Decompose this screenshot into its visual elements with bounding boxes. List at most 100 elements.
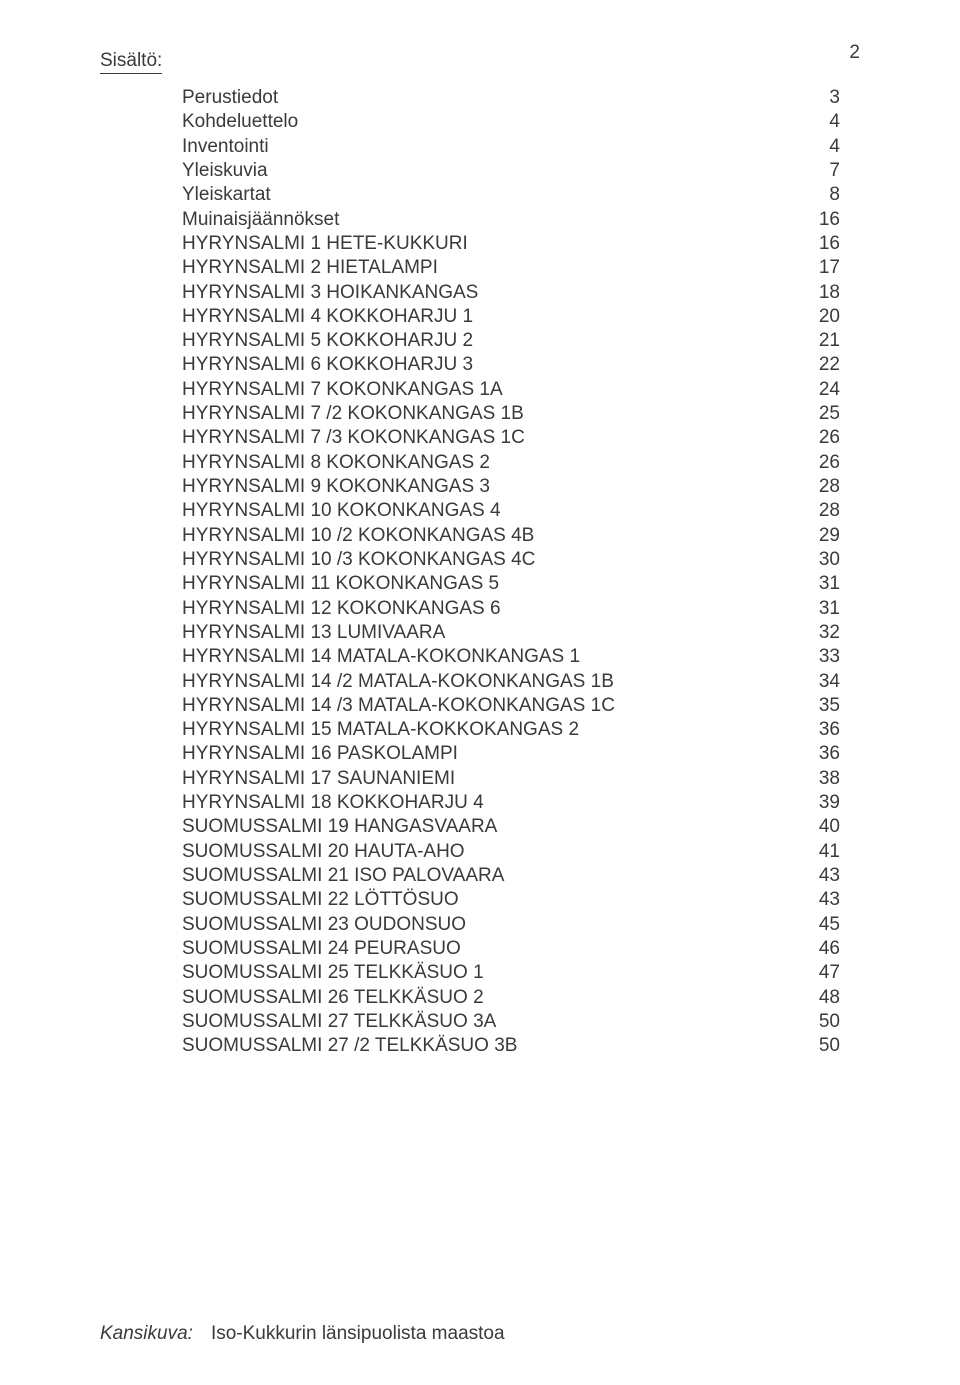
toc-row: HYRYNSALMI 10 /3 KOKONKANGAS 4C30 [182,548,840,572]
toc-entry-label: SUOMUSSALMI 27 /2 TELKKÄSUO 3B [182,1034,517,1058]
toc-row: SUOMUSSALMI 22 LÖTTÖSUO43 [182,888,840,912]
toc-row: HYRYNSALMI 7 /3 KOKONKANGAS 1C26 [182,426,840,450]
toc-entry-page: 35 [819,694,840,718]
toc-entry-label: SUOMUSSALMI 24 PEURASUO [182,937,461,961]
toc-entry-label: HYRYNSALMI 7 KOKONKANGAS 1A [182,378,503,402]
toc-entry-page: 48 [819,986,840,1010]
toc-entry-page: 16 [819,208,840,232]
toc-entry-label: HYRYNSALMI 17 SAUNANIEMI [182,767,455,791]
toc-row: HYRYNSALMI 14 /2 MATALA-KOKONKANGAS 1B 34 [182,670,840,694]
toc-entry-label: HYRYNSALMI 4 KOKKOHARJU 1 [182,305,473,329]
toc-row: HYRYNSALMI 5 KOKKOHARJU 2 21 [182,329,840,353]
toc-entry-page: 50 [819,1034,840,1058]
toc-entry-page: 31 [819,597,840,621]
toc-entry-label: HYRYNSALMI 10 /2 KOKONKANGAS 4B [182,524,534,548]
toc-entry-label: HYRYNSALMI 9 KOKONKANGAS 3 [182,475,490,499]
toc-row: HYRYNSALMI 13 LUMIVAARA 32 [182,621,840,645]
toc-row: Yleiskuvia 7 [182,159,840,183]
toc-entry-label: Perustiedot [182,86,278,110]
toc-entry-label: Yleiskuvia [182,159,268,183]
toc-row: HYRYNSALMI 7 /2 KOKONKANGAS 1B25 [182,402,840,426]
toc-entry-label: HYRYNSALMI 14 /2 MATALA-KOKONKANGAS 1B [182,670,614,694]
toc-entry-label: HYRYNSALMI 6 KOKKOHARJU 3 [182,353,473,377]
toc-entry-page: 24 [819,378,840,402]
toc-entry-page: 22 [819,353,840,377]
toc-row: HYRYNSALMI 6 KOKKOHARJU 3 22 [182,353,840,377]
toc-entry-page: 28 [819,475,840,499]
toc-entry-page: 45 [819,913,840,937]
toc-entry-label: HYRYNSALMI 7 /2 KOKONKANGAS 1B [182,402,524,426]
toc-entry-label: HYRYNSALMI 11 KOKONKANGAS 5 [182,572,499,596]
toc-row: SUOMUSSALMI 24 PEURASUO 46 [182,937,840,961]
toc-entry-page: 31 [819,572,840,596]
toc-entry-page: 17 [819,256,840,280]
toc-row: HYRYNSALMI 15 MATALA-KOKKOKANGAS 236 [182,718,840,742]
toc-entry-label: HYRYNSALMI 16 PASKOLAMPI [182,742,458,766]
toc-entry-page: 43 [819,888,840,912]
toc-entry-page: 26 [819,451,840,475]
toc-row: HYRYNSALMI 3 HOIKANKANGAS18 [182,281,840,305]
toc-entry-page: 46 [819,937,840,961]
toc-row: SUOMUSSALMI 27 TELKKÄSUO 3A 50 [182,1010,840,1034]
cover-caption-label: Kansikuva: [100,1323,193,1345]
toc-entry-label: SUOMUSSALMI 26 TELKKÄSUO 2 [182,986,484,1010]
toc-entry-label: HYRYNSALMI 10 KOKONKANGAS 4 [182,499,501,523]
toc-entry-page: 50 [819,1010,840,1034]
toc-row: HYRYNSALMI 18 KOKKOHARJU 439 [182,791,840,815]
toc-row: HYRYNSALMI 14 /3 MATALA-KOKONKANGAS 1C 35 [182,694,840,718]
toc-entry-label: HYRYNSALMI 2 HIETALAMPI [182,256,438,280]
toc-entry-label: HYRYNSALMI 8 KOKONKANGAS 2 [182,451,490,475]
toc-entry-label: HYRYNSALMI 18 KOKKOHARJU 4 [182,791,484,815]
toc-row: HYRYNSALMI 2 HIETALAMPI 17 [182,256,840,280]
toc-entry-page: 28 [819,499,840,523]
toc-entry-page: 4 [829,110,840,134]
toc-entry-label: SUOMUSSALMI 27 TELKKÄSUO 3A [182,1010,496,1034]
toc-row: HYRYNSALMI 9 KOKONKANGAS 3 28 [182,475,840,499]
toc-entry-label: SUOMUSSALMI 20 HAUTA-AHO [182,840,465,864]
cover-caption-text: Iso-Kukkurin länsipuolista maastoa [211,1323,505,1345]
toc-entry-page: 32 [819,621,840,645]
toc-title: Sisältö: [100,50,162,74]
toc-entry-label: SUOMUSSALMI 25 TELKKÄSUO 1 [182,961,484,985]
toc-row: SUOMUSSALMI 25 TELKKÄSUO 1 47 [182,961,840,985]
toc-entry-page: 34 [819,670,840,694]
toc-entry-page: 40 [819,815,840,839]
toc-entry-page: 8 [829,183,840,207]
toc-entry-label: HYRYNSALMI 13 LUMIVAARA [182,621,445,645]
toc-row: HYRYNSALMI 12 KOKONKANGAS 6 31 [182,597,840,621]
toc-entry-page: 18 [819,281,840,305]
toc-entry-page: 3 [829,86,840,110]
toc-entry-page: 47 [819,961,840,985]
toc-entry-label: Kohdeluettelo [182,110,298,134]
toc-row: SUOMUSSALMI 19 HANGASVAARA 40 [182,815,840,839]
toc-entry-page: 7 [829,159,840,183]
toc-entry-label: HYRYNSALMI 1 HETE-KUKKURI [182,232,468,256]
toc-list: Perustiedot3Kohdeluettelo4Inventointi4Yl… [100,86,860,1059]
toc-entry-page: 38 [819,767,840,791]
toc-entry-label: HYRYNSALMI 14 /3 MATALA-KOKONKANGAS 1C [182,694,615,718]
toc-entry-page: 41 [819,840,840,864]
toc-row: HYRYNSALMI 1 HETE-KUKKURI 16 [182,232,840,256]
toc-entry-page: 26 [819,426,840,450]
toc-row: Perustiedot 3 [182,86,840,110]
toc-entry-page: 21 [819,329,840,353]
toc-entry-label: SUOMUSSALMI 23 OUDONSUO [182,913,466,937]
toc-row: SUOMUSSALMI 26 TELKKÄSUO 2 48 [182,986,840,1010]
toc-entry-label: Inventointi [182,135,269,159]
toc-row: SUOMUSSALMI 21 ISO PALOVAARA43 [182,864,840,888]
toc-row: SUOMUSSALMI 23 OUDONSUO 45 [182,913,840,937]
toc-entry-label: HYRYNSALMI 14 MATALA-KOKONKANGAS 1 [182,645,580,669]
toc-entry-label: SUOMUSSALMI 19 HANGASVAARA [182,815,497,839]
toc-entry-page: 4 [829,135,840,159]
toc-entry-label: SUOMUSSALMI 21 ISO PALOVAARA [182,864,504,888]
toc-row: HYRYNSALMI 16 PASKOLAMPI36 [182,742,840,766]
toc-row: HYRYNSALMI 4 KOKKOHARJU 120 [182,305,840,329]
cover-caption: Kansikuva: Iso-Kukkurin länsipuolista ma… [100,1323,505,1345]
toc-entry-page: 29 [819,524,840,548]
toc-entry-label: HYRYNSALMI 12 KOKONKANGAS 6 [182,597,501,621]
toc-entry-label: HYRYNSALMI 10 /3 KOKONKANGAS 4C [182,548,535,572]
toc-row: SUOMUSSALMI 27 /2 TELKKÄSUO 3B 50 [182,1034,840,1058]
toc-entry-page: 36 [819,718,840,742]
toc-entry-label: HYRYNSALMI 5 KOKKOHARJU 2 [182,329,473,353]
toc-entry-page: 16 [819,232,840,256]
